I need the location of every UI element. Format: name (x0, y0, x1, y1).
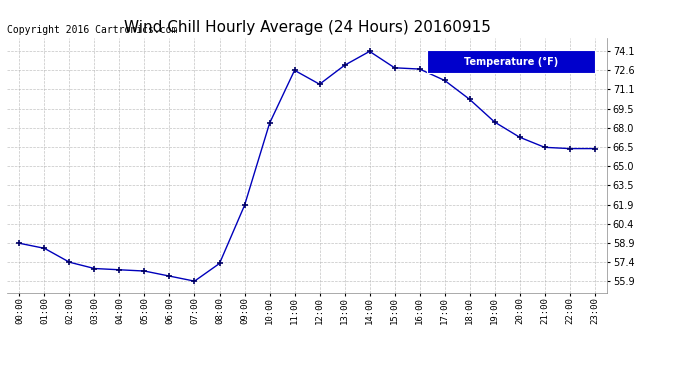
FancyBboxPatch shape (427, 50, 595, 73)
Text: Copyright 2016 Cartronics.com: Copyright 2016 Cartronics.com (7, 25, 177, 35)
Text: Temperature (°F): Temperature (°F) (464, 57, 558, 67)
Title: Wind Chill Hourly Average (24 Hours) 20160915: Wind Chill Hourly Average (24 Hours) 201… (124, 20, 491, 35)
